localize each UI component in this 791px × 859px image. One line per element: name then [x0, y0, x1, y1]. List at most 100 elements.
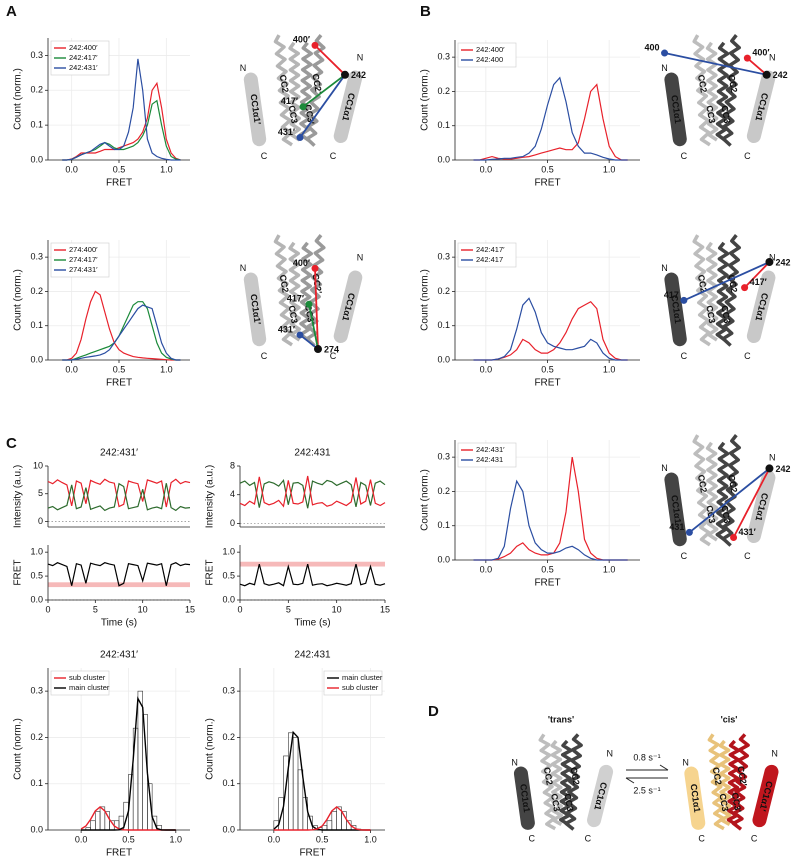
- site-label: 431: [669, 522, 684, 532]
- terminus-label: C: [261, 351, 268, 361]
- y-tick-label: 0.0: [30, 354, 43, 364]
- y-tick-label: 5: [38, 488, 43, 498]
- anchor-label: 242: [351, 70, 366, 80]
- trace-line: [47, 562, 191, 587]
- x-tick-label: 0.0: [65, 364, 78, 374]
- histogram-bar: [137, 690, 143, 831]
- helix-label: CC2: [711, 766, 724, 785]
- helix-label: CC3: [562, 793, 575, 812]
- y-tick-label: 0.0: [30, 824, 43, 834]
- helix-label: CC2: [696, 74, 709, 93]
- x-tick-label: 15: [185, 604, 195, 614]
- chart: 0.0 0.1 0.2 0.3 0.0 0.5 1.0 FRET Count (norm.) 24…: [420, 240, 640, 389]
- helix: [715, 241, 730, 342]
- site-label: 417: [664, 290, 679, 300]
- helix-label: CC2′: [735, 765, 748, 787]
- rod-label: CC1α1: [688, 783, 702, 813]
- site-marker: [305, 300, 313, 308]
- x-tick-label: 0.0: [480, 164, 493, 174]
- y-axis-label: Count (norm.): [420, 69, 431, 131]
- y-tick-label: 0.3: [30, 252, 43, 262]
- chart-title: 242:431′: [100, 448, 138, 459]
- terminus-label: N: [682, 757, 689, 767]
- helix: [559, 739, 573, 827]
- helix-label: CC2′: [310, 73, 323, 95]
- chart: 0.0 0.5 1.0 0 5 10 15 Time (s) FRET: [13, 545, 195, 629]
- terminus-label: C: [744, 551, 751, 561]
- series-line: [473, 456, 628, 561]
- legend-label: main cluster: [342, 673, 383, 682]
- helix-label: CC2: [726, 74, 739, 93]
- histogram-bar: [297, 769, 304, 831]
- x-tick-label: 0.5: [113, 164, 126, 174]
- legend-label: 274:431′: [69, 265, 98, 274]
- legend-label: 242:431′: [476, 445, 505, 454]
- fit-line: [273, 730, 371, 831]
- x-tick-label: 1.0: [603, 564, 616, 574]
- helix: [715, 441, 730, 542]
- helix-label: CC2: [278, 74, 291, 93]
- anchor-marker: [341, 70, 349, 79]
- helix-label: CC3: [704, 305, 717, 324]
- y-tick-label: 0.3: [30, 50, 43, 60]
- rod-helix: [664, 472, 687, 547]
- chart: 0 4 8 242:431 Intensity (a.u.): [205, 448, 386, 528]
- x-axis-label: FRET: [534, 178, 560, 189]
- distance-line: [683, 261, 770, 302]
- helix-label: CC3: [719, 105, 732, 124]
- rod-helix: [746, 70, 776, 144]
- terminus-label: N: [769, 453, 776, 463]
- x-tick-label: 10: [332, 604, 342, 614]
- distance-line: [314, 268, 319, 350]
- helix-label: CC3: [717, 793, 730, 812]
- site-marker: [661, 49, 669, 57]
- x-tick-label: 1.0: [170, 834, 183, 844]
- y-tick-label: 0.0: [437, 554, 450, 564]
- x-axis-label: Time (s): [294, 618, 330, 629]
- x-tick-label: 1.0: [603, 164, 616, 174]
- legend-label: sub cluster: [69, 673, 106, 682]
- y-tick-label: 0: [38, 516, 43, 526]
- x-tick-label: 15: [380, 604, 390, 614]
- anchor-label: 242: [775, 257, 790, 267]
- trace-line: [239, 563, 386, 587]
- terminus-label: C: [698, 833, 705, 843]
- chart-title: 242:431: [294, 448, 331, 459]
- terminus-label: C: [681, 551, 688, 561]
- site-label: 417′: [750, 277, 767, 287]
- helix-label: CC3: [704, 105, 717, 124]
- y-tick-label: 8: [230, 460, 235, 470]
- helix: [305, 234, 326, 347]
- histogram-bar: [95, 811, 101, 831]
- rod-label: CC1α1′: [249, 93, 263, 125]
- state-title: 'trans': [548, 714, 574, 724]
- y-tick-label: 0.0: [437, 154, 450, 164]
- terminus-label: N: [661, 263, 668, 273]
- y-tick-label: 0.3: [437, 52, 450, 62]
- helix: [273, 34, 293, 147]
- site-marker: [311, 264, 319, 272]
- y-tick-label: 1.0: [30, 547, 43, 557]
- series-line: [47, 482, 191, 512]
- terminus-label: N: [769, 53, 776, 63]
- x-tick-label: 0.5: [122, 834, 135, 844]
- helix: [726, 739, 741, 827]
- rod-label: CC1α1′: [249, 293, 263, 325]
- y-tick-label: 0.3: [437, 252, 450, 262]
- site-label: 400: [645, 42, 660, 52]
- legend-label: sub cluster: [342, 683, 379, 692]
- terminus-label: N: [511, 757, 518, 767]
- legend-box: [50, 670, 110, 696]
- chart: 0.0 0.1 0.2 0.3 0.0 0.5 1.0 242:431′ FRET Count (…: [13, 650, 190, 859]
- x-axis-label: FRET: [534, 578, 560, 589]
- helix: [692, 434, 711, 547]
- y-tick-label: 0.0: [30, 594, 43, 604]
- site-marker: [741, 284, 749, 292]
- terminus-label: N: [771, 749, 778, 759]
- site-marker: [743, 54, 751, 62]
- y-tick-label: 0.5: [30, 570, 43, 580]
- terminus-label: N: [607, 749, 614, 759]
- helix-label: CC2: [696, 474, 709, 493]
